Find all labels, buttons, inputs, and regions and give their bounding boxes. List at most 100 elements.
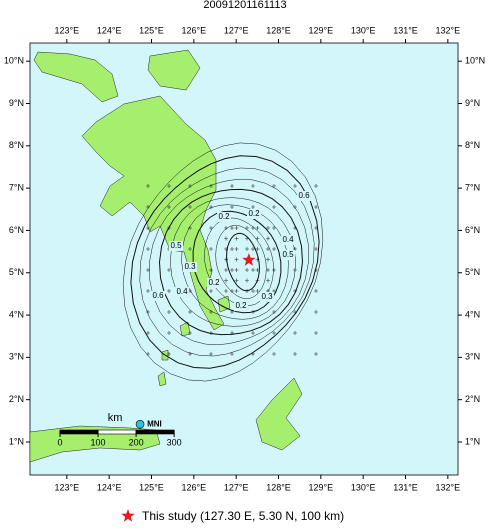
lat-label: 3°N — [9, 352, 24, 362]
contour-label-bg — [234, 301, 248, 311]
grid-point — [293, 331, 297, 335]
grid-point — [234, 278, 239, 283]
grid-point — [255, 236, 260, 241]
star — [121, 509, 135, 522]
grid-point — [230, 205, 234, 209]
grid-point — [245, 226, 249, 230]
scale-label: 0 — [57, 437, 62, 447]
grid-point — [251, 247, 255, 251]
contours — [122, 142, 324, 382]
grid-points — [146, 184, 318, 356]
lat-label: 3°N — [465, 352, 480, 362]
grid-point — [266, 247, 270, 251]
grid-point — [146, 184, 150, 188]
grid-point — [146, 289, 150, 293]
grid-point — [255, 226, 260, 230]
legend-text: This study (127.30 E, 5.30 N, 100 km) — [142, 509, 344, 523]
lat-label: 2°N — [9, 394, 24, 404]
star — [242, 253, 256, 266]
lon-label: 125°E — [139, 482, 164, 492]
grid-point — [251, 268, 255, 272]
grid-point — [266, 268, 270, 272]
contour-label-bg — [297, 191, 311, 201]
lat-label: 8°N — [9, 140, 24, 150]
lat-label: 7°N — [465, 183, 480, 193]
grid-point — [251, 184, 255, 188]
grid-point — [234, 236, 239, 241]
contour-label: 0.4 — [282, 235, 294, 244]
contour — [122, 142, 324, 382]
contour-label-bg — [260, 292, 274, 302]
scale-segment — [97, 429, 137, 435]
grid-point — [234, 289, 239, 293]
contour-label-bg — [175, 287, 189, 297]
grid-point — [188, 310, 192, 314]
grid-point — [266, 226, 270, 230]
scale-segment — [135, 429, 175, 435]
grid-point — [255, 289, 260, 293]
grid-point — [230, 289, 234, 293]
grid-point — [224, 268, 228, 272]
contour-label: 0.5 — [282, 250, 294, 259]
lon-label: 130°E — [351, 25, 376, 35]
grid-point — [251, 331, 255, 335]
contour-label: 0.4 — [176, 287, 188, 296]
lat-label: 2°N — [465, 394, 480, 404]
grid-point — [167, 352, 171, 356]
lon-label: 131°E — [393, 482, 418, 492]
contour-label-bg — [247, 209, 261, 219]
grid-point — [314, 184, 318, 188]
grid-point — [251, 289, 255, 293]
grid-point — [167, 268, 171, 272]
scale-label: 100 — [91, 437, 106, 447]
contour-label-bg — [281, 250, 295, 260]
contour-label: 0.3 — [184, 262, 196, 271]
grid-point — [167, 184, 171, 188]
grid-point — [146, 331, 150, 335]
contour-label: 0.2 — [248, 209, 260, 218]
contour — [226, 232, 260, 292]
grid-point — [266, 278, 270, 283]
grid-point — [245, 278, 249, 283]
lon-label: 131°E — [393, 25, 418, 35]
grid-point — [234, 268, 239, 272]
lon-label: 128°E — [266, 482, 291, 492]
lon-label: 130°E — [351, 482, 376, 492]
grid-point — [234, 257, 239, 262]
grid-point — [272, 184, 276, 188]
grid-point — [167, 331, 171, 335]
lon-label: 126°E — [182, 25, 207, 35]
grid-point — [234, 247, 239, 251]
grid-point — [314, 331, 318, 335]
grid-point — [314, 289, 318, 293]
lat-label: 4°N — [465, 309, 480, 319]
lon-label: 124°E — [97, 482, 122, 492]
lon-label: 123°E — [55, 25, 80, 35]
grid-point — [245, 268, 249, 272]
grid-point — [314, 205, 318, 209]
grid-point — [293, 184, 297, 188]
lat-label: 9°N — [9, 98, 24, 108]
grid-point — [224, 289, 228, 293]
grid-point — [314, 352, 318, 356]
grid-point — [266, 257, 270, 262]
grid-point — [255, 247, 260, 251]
lat-label: 9°N — [465, 98, 480, 108]
lat-label: 5°N — [465, 267, 480, 277]
lon-label: 127°E — [224, 482, 249, 492]
grid-point — [167, 310, 171, 314]
lat-label: 7°N — [9, 183, 24, 193]
grid-point — [188, 247, 192, 251]
contour-label-bg — [169, 241, 183, 251]
contour-label: 0.2 — [218, 212, 230, 221]
grid-point — [272, 352, 276, 356]
contour — [139, 167, 315, 357]
lat-label: 10°N — [4, 56, 24, 66]
grid-point — [293, 352, 297, 356]
grid-point — [272, 226, 276, 230]
contour-label-bg — [183, 262, 197, 272]
grid-point — [266, 236, 270, 241]
lon-label: 129°E — [309, 25, 334, 35]
lat-label: 6°N — [465, 225, 480, 235]
